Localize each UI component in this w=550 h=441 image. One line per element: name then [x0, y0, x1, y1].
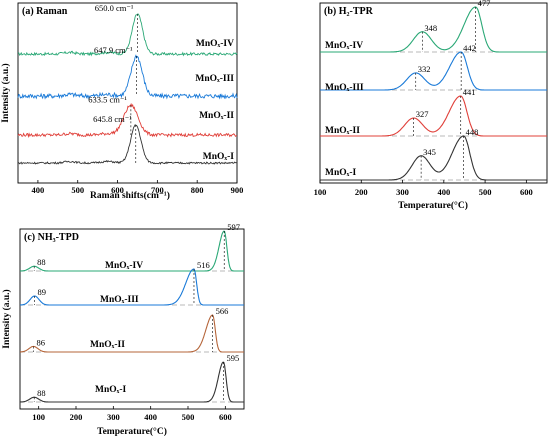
- chart-title-raman: (a) Raman: [22, 6, 68, 17]
- series-line-nh3-tpd: [19, 230, 244, 272]
- series-name-h2-tpr: MnOₓ-IV: [325, 41, 363, 51]
- x-tick-label-nh3-tpd: 100: [32, 412, 45, 422]
- series-line-raman: [17, 13, 238, 57]
- chart-title-nh3-tpd: (c) NH₃-TPD: [24, 232, 79, 243]
- peak-label-h2-tpr: 441: [463, 87, 476, 97]
- peak-label-nh3-tpd: 595: [226, 353, 239, 363]
- peak-label-raman: 647.9 cm⁻¹: [94, 45, 133, 55]
- series-name-raman: MnOₓ-I: [203, 152, 235, 162]
- panel-h2-tpr: (b) H₂-TPR 348 477 MnOₓ-IV 332 442 MnOₓ-III 32…: [314, 0, 548, 211]
- x-tick-label-nh3-tpd: 200: [70, 412, 83, 422]
- plot-frame-raman: [17, 2, 238, 184]
- x-tick-label-raman: 800: [191, 185, 204, 195]
- x-tick-label-raman: 600: [111, 185, 124, 195]
- x-axis-title-raman: Raman shifts(cm⁻¹): [90, 190, 170, 201]
- peak-label-h2-tpr: 327: [416, 109, 429, 119]
- peak-label-nh3-tpd: 89: [38, 287, 47, 297]
- x-tick-label-h2-tpr: 300: [396, 187, 409, 197]
- peak-label-nh3-tpd: 516: [197, 260, 210, 270]
- peak-label-h2-tpr: 348: [424, 23, 437, 33]
- series-line-raman: [17, 54, 238, 100]
- series-line-nh3-tpd: [20, 314, 244, 353]
- series-name-nh3-tpd: MnOₓ-III: [100, 295, 139, 305]
- series-name-h2-tpr: MnOₓ-III: [325, 83, 364, 93]
- x-tick-label-h2-tpr: 100: [314, 187, 327, 197]
- series-line-nh3-tpd: [19, 268, 244, 306]
- x-tick-label-raman: 400: [32, 185, 45, 195]
- panel-raman: (a) Raman 650.0 cm⁻¹ MnOₓ-IV 647.9 cm⁻¹ MnO…: [0, 2, 244, 201]
- series-name-raman: MnOₓ-III: [195, 74, 234, 84]
- series-name-nh3-tpd: MnOₓ-II: [90, 340, 125, 350]
- peak-label-nh3-tpd: 88: [37, 257, 46, 267]
- x-tick-label-raman: 700: [151, 185, 164, 195]
- series-line-h2-tpr: [320, 135, 547, 181]
- peak-label-h2-tpr: 477: [478, 0, 491, 8]
- x-tick-label-h2-tpr: 400: [437, 187, 450, 197]
- chart-title-h2-tpr: (b) H₂-TPR: [324, 6, 374, 17]
- peak-label-raman: 645.8 cm⁻¹: [93, 114, 132, 124]
- series-line-raman: [17, 124, 238, 165]
- panel-nh3-tpd: (c) NH₃-TPD 88 597 MnOₓ-IV 89 516 MnOₓ-III 86 5…: [1, 222, 245, 437]
- peak-label-h2-tpr: 442: [463, 43, 476, 53]
- plot-frame-h2-tpr: [319, 2, 548, 184]
- series-line-raman: [17, 102, 237, 139]
- peak-label-nh3-tpd: 566: [216, 306, 229, 316]
- series-name-raman: MnOₓ-II: [199, 111, 234, 121]
- x-tick-label-h2-tpr: 500: [479, 187, 492, 197]
- y-axis-title-raman: Intensity (a.u.): [0, 63, 11, 122]
- x-axis-title-h2-tpr: Temperature(°C): [398, 200, 468, 211]
- x-tick-label-raman: 500: [71, 185, 84, 195]
- x-tick-label-nh3-tpd: 600: [219, 412, 232, 422]
- series-name-h2-tpr: MnOₓ-I: [325, 168, 357, 178]
- series-line-h2-tpr: [320, 6, 547, 53]
- x-tick-label-h2-tpr: 200: [355, 187, 368, 197]
- x-tick-label-h2-tpr: 600: [520, 187, 533, 197]
- series-name-raman: MnOₓ-IV: [196, 39, 234, 49]
- peak-label-h2-tpr: 332: [418, 64, 431, 74]
- peak-label-h2-tpr: 448: [466, 127, 479, 137]
- x-tick-label-nh3-tpd: 500: [182, 412, 195, 422]
- x-axis-title-nh3-tpd: Temperature(°C): [97, 426, 167, 437]
- plot-frame-nh3-tpd: [19, 228, 245, 410]
- y-axis-title-nh3-tpd: Intensity (a.u.): [1, 289, 12, 348]
- x-tick-label-raman: 900: [231, 185, 244, 195]
- peak-label-nh3-tpd: 88: [37, 388, 46, 398]
- x-tick-label-nh3-tpd: 300: [107, 412, 120, 422]
- peak-label-raman: 633.5 cm⁻¹: [88, 94, 127, 104]
- series-name-h2-tpr: MnOₓ-II: [325, 126, 360, 136]
- series-line-nh3-tpd: [19, 361, 244, 403]
- peak-label-nh3-tpd: 597: [227, 222, 240, 232]
- peak-label-raman: 650.0 cm⁻¹: [95, 3, 134, 13]
- series-line-h2-tpr: [320, 51, 547, 91]
- peak-label-nh3-tpd: 86: [36, 337, 45, 347]
- x-tick-label-nh3-tpd: 400: [144, 412, 157, 422]
- series-line-h2-tpr: [320, 95, 547, 137]
- peak-label-h2-tpr: 345: [423, 147, 436, 157]
- series-name-nh3-tpd: MnOₓ-I: [95, 385, 127, 395]
- series-name-nh3-tpd: MnOₓ-IV: [105, 261, 143, 271]
